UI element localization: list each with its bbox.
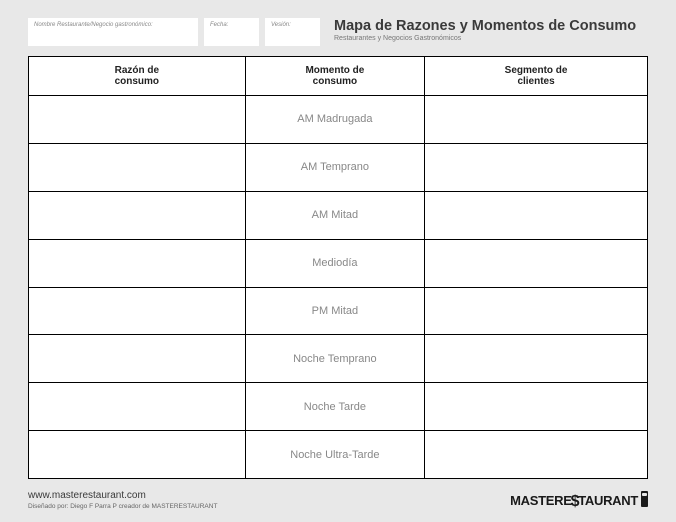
col-header-momento: Momento deconsumo [245,57,425,96]
logo-text-1: MASTERE [510,493,571,508]
cell-momento[interactable]: AM Temprano [245,143,425,191]
cell-razon[interactable] [29,287,246,335]
cell-razon[interactable] [29,383,246,431]
cell-momento[interactable]: AM Madrugada [245,96,425,144]
cell-momento[interactable]: Noche Ultra-Tarde [245,431,425,479]
cell-razon[interactable] [29,431,246,479]
cell-razon[interactable] [29,143,246,191]
cell-razon[interactable] [29,191,246,239]
date-field[interactable]: Fecha: [204,18,259,46]
cell-momento[interactable]: Noche Temprano [245,335,425,383]
version-label: Vesión: [271,22,314,28]
footer: www.masterestaurant.com Diseñado por: Di… [28,489,648,510]
title-block: Mapa de Razones y Momentos de Consumo Re… [326,18,648,46]
cell-segmento[interactable] [425,335,648,383]
page-subtitle: Restaurantes y Negocios Gastronómicos [334,35,648,42]
header-row: Nombre Restaurante/Negocio gastronómico:… [28,18,648,46]
cell-segmento[interactable] [425,191,648,239]
page-title: Mapa de Razones y Momentos de Consumo [334,18,648,34]
cell-segmento[interactable] [425,431,648,479]
table-row: Noche Ultra-Tarde [29,431,648,479]
table-row: AM Madrugada [29,96,648,144]
table-row: Mediodía [29,239,648,287]
cell-segmento[interactable] [425,383,648,431]
cell-razon[interactable] [29,96,246,144]
cell-segmento[interactable] [425,239,648,287]
cell-segmento[interactable] [425,287,648,335]
cell-segmento[interactable] [425,143,648,191]
logo-dollar-icon: $ [571,493,580,511]
cell-segmento[interactable] [425,96,648,144]
logo-text-2: TAURANT [578,493,638,508]
table-row: Noche Tarde [29,383,648,431]
col-header-razon: Razón deconsumo [29,57,246,96]
cell-momento[interactable]: AM Mitad [245,191,425,239]
salt-shaker-icon [641,491,648,507]
consumption-map-table: Razón deconsumo Momento deconsumo Segmen… [28,56,648,479]
footer-left: www.masterestaurant.com Diseñado por: Di… [28,490,217,510]
cell-razon[interactable] [29,335,246,383]
table-body: AM MadrugadaAM TempranoAM MitadMediodíaP… [29,96,648,479]
cell-momento[interactable]: Mediodía [245,239,425,287]
table-header-row: Razón deconsumo Momento deconsumo Segmen… [29,57,648,96]
brand-logo: MASTERE$TAURANT [510,489,648,510]
restaurant-name-label: Nombre Restaurante/Negocio gastronómico: [34,22,192,28]
col-header-segmento: Segmento declientes [425,57,648,96]
table-row: Noche Temprano [29,335,648,383]
table-row: PM Mitad [29,287,648,335]
cell-momento[interactable]: PM Mitad [245,287,425,335]
footer-url: www.masterestaurant.com [28,490,217,501]
restaurant-name-field[interactable]: Nombre Restaurante/Negocio gastronómico: [28,18,198,46]
table-row: AM Mitad [29,191,648,239]
cell-razon[interactable] [29,239,246,287]
version-field[interactable]: Vesión: [265,18,320,46]
cell-momento[interactable]: Noche Tarde [245,383,425,431]
footer-credit: Diseñado por: Diego F Parra P creador de… [28,503,217,510]
date-label: Fecha: [210,22,253,28]
table-row: AM Temprano [29,143,648,191]
